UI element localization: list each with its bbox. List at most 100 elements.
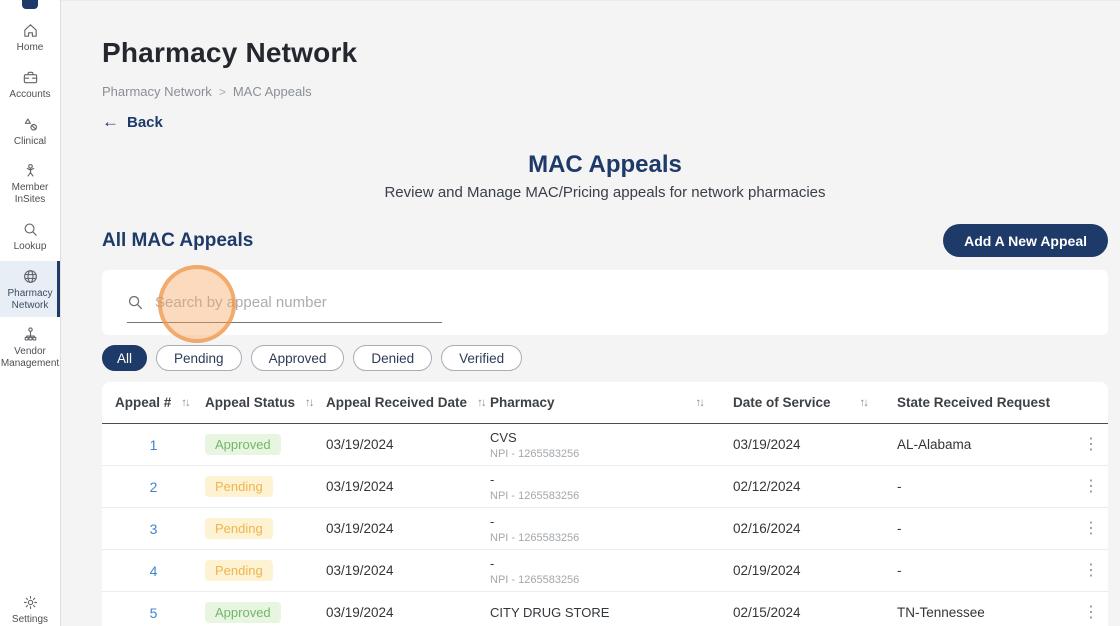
pharmacy-name: CITY DRUG STORE bbox=[490, 605, 610, 620]
date-of-service: 02/12/2024 bbox=[733, 479, 801, 494]
pharmacy-name: - bbox=[490, 471, 495, 487]
row-menu-kebab-icon[interactable]: ⋮ bbox=[1083, 603, 1099, 621]
hero-title: MAC Appeals bbox=[528, 151, 682, 178]
sort-icon[interactable]: ↑↓ bbox=[477, 396, 486, 409]
sidebar-item-clinical[interactable]: Clinical bbox=[0, 109, 60, 154]
hero-section: MAC Appeals Review and Manage MAC/Pricin… bbox=[102, 151, 1108, 201]
appeal-number-link[interactable]: 3 bbox=[149, 520, 158, 537]
column-label: Date of Service bbox=[733, 395, 831, 410]
sidebar-item-label: Lookup bbox=[13, 240, 47, 252]
column-header-date-of-service[interactable]: Date of Service ↑↓ bbox=[733, 395, 897, 410]
row-menu-kebab-icon[interactable]: ⋮ bbox=[1083, 477, 1099, 495]
sidebar-item-settings[interactable]: Settings bbox=[0, 587, 60, 626]
status-badge: Pending bbox=[205, 476, 273, 497]
status-badge: Approved bbox=[205, 434, 281, 455]
column-label: Appeal Received Date bbox=[326, 395, 468, 410]
sidebar-item-member-insites[interactable]: Member InSites bbox=[0, 155, 60, 212]
pharmacy-cell: CVS NPI - 1265583256 bbox=[490, 430, 733, 460]
pharmacy-network-icon bbox=[22, 268, 39, 285]
search-input[interactable] bbox=[155, 293, 442, 311]
accounts-icon bbox=[22, 69, 39, 86]
sort-icon[interactable]: ↑↓ bbox=[695, 396, 705, 409]
sidebar-item-label: Home bbox=[16, 42, 44, 53]
table-row: 5 Approved 03/19/2024 CITY DRUG STORE 02… bbox=[102, 592, 1108, 626]
row-menu-kebab-icon[interactable]: ⋮ bbox=[1083, 435, 1099, 453]
page-content: Pharmacy Network Pharmacy Network > MAC … bbox=[61, 1, 1120, 626]
date-of-service: 02/19/2024 bbox=[733, 563, 801, 578]
column-label: State Received Request bbox=[897, 395, 1051, 410]
pharmacy-name: - bbox=[490, 555, 495, 571]
appeal-received-date: 03/19/2024 bbox=[326, 437, 394, 452]
filter-chip-pending[interactable]: Pending bbox=[156, 345, 242, 371]
back-label: Back bbox=[127, 113, 163, 131]
home-icon bbox=[22, 22, 39, 39]
filter-chip-approved[interactable]: Approved bbox=[250, 345, 345, 371]
filter-chips: All Pending Approved Denied Verified bbox=[102, 345, 1108, 371]
sidebar-item-pharmacy-network[interactable]: Pharmacy Network bbox=[0, 260, 60, 318]
table-row: 2 Pending 03/19/2024 - NPI - 1265583256 … bbox=[102, 466, 1108, 508]
table-header-row: Appeal # ↑↓ Appeal Status ↑↓ Appeal Received… bbox=[102, 382, 1108, 424]
breadcrumb-item-current: MAC Appeals bbox=[232, 84, 312, 99]
pharmacy-npi: NPI - 1265583256 bbox=[490, 447, 580, 460]
appeals-table: Appeal # ↑↓ Appeal Status ↑↓ Appeal Received… bbox=[102, 382, 1108, 626]
clinical-icon bbox=[22, 116, 39, 133]
state-received-request: - bbox=[897, 479, 902, 494]
search-field bbox=[127, 283, 442, 323]
appeal-received-date: 03/19/2024 bbox=[326, 479, 394, 494]
sidebar-item-label: Member InSites bbox=[11, 182, 49, 206]
filter-chip-denied[interactable]: Denied bbox=[353, 345, 433, 371]
pharmacy-cell: CITY DRUG STORE bbox=[490, 605, 733, 620]
table-row: 4 Pending 03/19/2024 - NPI - 1265583256 … bbox=[102, 550, 1108, 592]
pharmacy-cell: - NPI - 1265583256 bbox=[490, 556, 733, 586]
sidebar-item-lookup[interactable]: Lookup bbox=[0, 214, 60, 259]
pharmacy-name: CVS bbox=[490, 429, 517, 445]
main-area: Pharmacy Network Pharmacy Network > MAC … bbox=[61, 0, 1120, 626]
add-new-appeal-button[interactable]: Add A New Appeal bbox=[943, 224, 1108, 257]
section-title: All MAC Appeals bbox=[102, 229, 254, 251]
pharmacy-npi: NPI - 1265583256 bbox=[490, 573, 580, 586]
appeal-number-link[interactable]: 2 bbox=[149, 478, 158, 495]
column-label: Pharmacy bbox=[490, 395, 555, 410]
pharmacy-npi: NPI - 1265583256 bbox=[490, 489, 580, 502]
sort-icon[interactable]: ↑↓ bbox=[859, 396, 869, 409]
row-menu-kebab-icon[interactable]: ⋮ bbox=[1083, 519, 1099, 537]
breadcrumb-item[interactable]: Pharmacy Network bbox=[102, 84, 212, 99]
row-menu-kebab-icon[interactable]: ⋮ bbox=[1083, 561, 1099, 579]
sidebar-nav: Home Accounts Clinical Member InSites Lo… bbox=[0, 15, 60, 378]
pharmacy-name: - bbox=[490, 513, 495, 529]
sidebar-item-label: Settings bbox=[11, 614, 49, 626]
appeal-number-link[interactable]: 5 bbox=[149, 604, 158, 621]
sort-icon[interactable]: ↑↓ bbox=[181, 396, 190, 409]
lookup-icon bbox=[22, 221, 39, 238]
column-header-appeal-status[interactable]: Appeal Status ↑↓ bbox=[205, 395, 326, 410]
vendor-management-icon bbox=[22, 326, 39, 343]
sort-icon[interactable]: ↑↓ bbox=[305, 396, 314, 409]
page-title: Pharmacy Network bbox=[102, 37, 358, 68]
member-insites-icon bbox=[22, 162, 39, 179]
state-received-request: - bbox=[897, 521, 902, 536]
sidebar-item-vendor-management[interactable]: Vendor Management bbox=[0, 319, 60, 376]
column-header-pharmacy[interactable]: Pharmacy ↑↓ bbox=[490, 395, 733, 410]
appeal-number-link[interactable]: 1 bbox=[149, 436, 158, 453]
state-received-request: TN-Tennessee bbox=[897, 605, 985, 620]
search-card bbox=[102, 270, 1108, 335]
pharmacy-cell: - NPI - 1265583256 bbox=[490, 514, 733, 544]
sidebar-item-label: Accounts bbox=[9, 88, 51, 100]
back-link[interactable]: ← Back bbox=[102, 112, 163, 132]
date-of-service: 02/15/2024 bbox=[733, 605, 801, 620]
breadcrumb: Pharmacy Network > MAC Appeals bbox=[102, 84, 1108, 99]
sidebar: Home Accounts Clinical Member InSites Lo… bbox=[0, 0, 61, 626]
date-of-service: 03/19/2024 bbox=[733, 437, 801, 452]
sidebar-item-accounts[interactable]: Accounts bbox=[0, 62, 60, 107]
filter-chip-verified[interactable]: Verified bbox=[441, 345, 523, 371]
table-row: 3 Pending 03/19/2024 - NPI - 1265583256 … bbox=[102, 508, 1108, 550]
sidebar-item-label: Pharmacy Network bbox=[7, 287, 53, 311]
appeal-number-link[interactable]: 4 bbox=[149, 562, 158, 579]
appeal-received-date: 03/19/2024 bbox=[326, 605, 394, 620]
filter-chip-all[interactable]: All bbox=[102, 345, 148, 371]
column-header-appeal-[interactable]: Appeal # ↑↓ bbox=[102, 395, 205, 410]
appeal-received-date: 03/19/2024 bbox=[326, 563, 394, 578]
column-header-appeal-received-date[interactable]: Appeal Received Date ↑↓ bbox=[326, 395, 490, 410]
sidebar-item-home[interactable]: Home bbox=[0, 15, 60, 60]
